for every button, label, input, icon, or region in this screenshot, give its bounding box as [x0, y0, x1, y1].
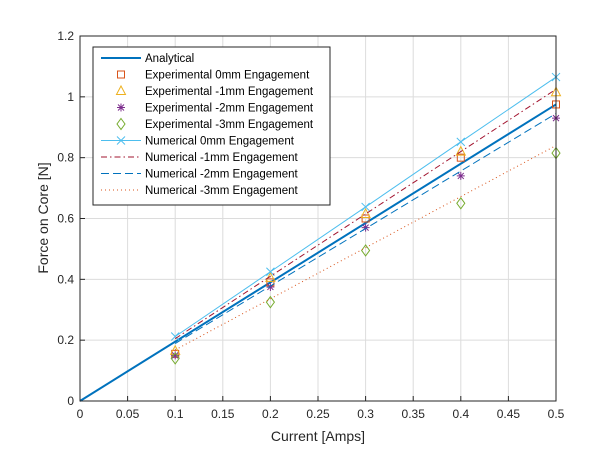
- y-tick-label: 1.2: [57, 29, 74, 43]
- legend-label: Experimental -2mm Engagement: [145, 103, 314, 115]
- star-marker: [456, 171, 465, 180]
- x-tick-label: 0.5: [548, 407, 565, 421]
- x-tick-label: 0.3: [357, 407, 374, 421]
- y-tick-label: 0.4: [57, 272, 74, 286]
- series-7: [174, 113, 557, 344]
- series-8: [174, 145, 557, 351]
- y-axis-label: Force on Core [N]: [35, 162, 51, 273]
- x-tick-label: 0.1: [167, 407, 184, 421]
- x-marker: [456, 137, 466, 147]
- legend-label: Experimental -1mm Engagement: [145, 86, 314, 98]
- x-tick-label: 0.15: [211, 407, 235, 421]
- x-tick-label: 0.25: [306, 407, 330, 421]
- legend: Analytical Experimental 0mm Engagement Exp…: [92, 46, 331, 206]
- triangle-marker: [115, 84, 127, 95]
- diamond-marker: [116, 117, 126, 131]
- star-marker: [361, 223, 370, 232]
- y-tick-label: 0.2: [57, 333, 74, 347]
- x-marker: [170, 332, 180, 341]
- triangle-marker: [265, 271, 276, 282]
- series-6: [174, 88, 557, 340]
- square-marker: [361, 214, 370, 223]
- diamond-marker: [170, 352, 180, 365]
- square-marker: [117, 70, 125, 79]
- series-line: [174, 88, 557, 340]
- series-line: [174, 113, 557, 344]
- legend-label: Experimental 0mm Engagement: [145, 70, 310, 82]
- x-tick-label: 0.05: [116, 407, 140, 421]
- series-line: [79, 103, 557, 402]
- x-tick-label: 0.35: [402, 407, 426, 421]
- star-marker: [266, 282, 275, 291]
- legend-label: Numerical -3mm Engagement: [145, 185, 299, 197]
- series-line: [174, 145, 557, 351]
- y-tick-label: 1: [67, 90, 74, 104]
- star-marker: [117, 103, 125, 112]
- x-marker: [116, 136, 126, 145]
- diamond-marker: [360, 244, 371, 257]
- x-axis-label: Current [Amps]: [271, 428, 365, 444]
- x-tick-label: 0: [77, 407, 84, 421]
- x-tick-label: 0.2: [262, 407, 279, 421]
- x-tick-label: 0.4: [452, 407, 469, 421]
- legend-label: Numerical 0mm Engagement: [145, 136, 295, 148]
- triangle-marker: [360, 207, 371, 218]
- legend-label: Numerical -1mm Engagement: [145, 152, 299, 164]
- triangle-marker: [455, 145, 467, 156]
- legend-label: Experimental -3mm Engagement: [145, 119, 314, 131]
- y-tick-label: 0.6: [57, 212, 74, 226]
- y-tick-label: 0.8: [57, 151, 74, 165]
- legend-label: Analytical: [145, 53, 194, 65]
- x-tick-label: 0.45: [497, 407, 521, 421]
- series-0: [79, 103, 557, 402]
- diamond-marker: [456, 196, 466, 210]
- series-5: [170, 72, 561, 341]
- square-marker: [456, 153, 465, 162]
- legend-background: [93, 47, 330, 205]
- x-marker: [361, 202, 370, 212]
- legend-label: Numerical -2mm Engagement: [145, 169, 299, 181]
- legend-box: [92, 46, 331, 206]
- star-marker: [171, 351, 180, 360]
- y-tick-label: 0: [67, 394, 74, 408]
